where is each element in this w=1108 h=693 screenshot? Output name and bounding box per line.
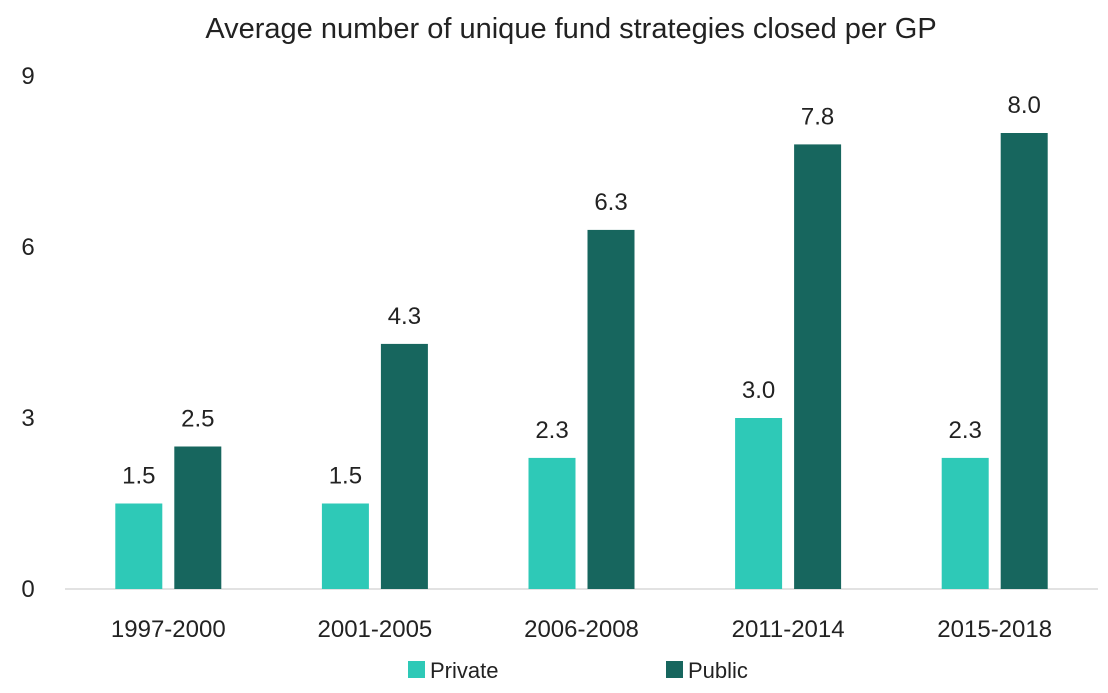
bar-private <box>115 503 163 589</box>
bar-private <box>735 418 783 589</box>
bars <box>115 133 1048 589</box>
data-labels: 1.5 2.5 1.5 4.3 2.3 6.3 3.0 7.8 2.3 8.0 <box>122 92 1041 490</box>
legend-label-public: Public <box>688 658 748 683</box>
legend-label-private: Private <box>430 658 498 683</box>
bar-private <box>528 457 576 589</box>
data-label-public: 4.3 <box>388 303 421 330</box>
data-label-private: 1.5 <box>329 463 362 490</box>
y-tick-label: 3 <box>21 405 34 432</box>
bar-public <box>174 446 222 589</box>
x-tick-label: 2001-2005 <box>318 616 433 643</box>
x-tick-label: 2015-2018 <box>937 616 1052 643</box>
y-tick-label: 0 <box>21 576 34 603</box>
x-axis-labels: 1997-2000 2001-2005 2006-2008 2011-2014 2015… <box>111 616 1052 643</box>
data-label-private: 1.5 <box>122 463 155 490</box>
legend-swatch-private <box>408 661 425 678</box>
data-label-public: 8.0 <box>1008 92 1041 119</box>
data-label-public: 2.5 <box>181 406 214 433</box>
bar-public <box>380 343 428 589</box>
y-tick-label: 6 <box>21 234 34 261</box>
bar-public <box>794 144 842 589</box>
x-tick-label: 1997-2000 <box>111 616 226 643</box>
y-tick-label: 9 <box>21 63 34 90</box>
data-label-public: 6.3 <box>594 189 627 216</box>
data-label-public: 7.8 <box>801 103 834 130</box>
x-tick-label: 2006-2008 <box>524 616 639 643</box>
x-tick-label: 2011-2014 <box>732 616 845 643</box>
data-label-private: 3.0 <box>742 377 775 404</box>
bar-public <box>587 229 635 589</box>
chart-title: Average number of unique fund strategies… <box>205 13 936 45</box>
legend: Private Public <box>408 658 748 683</box>
data-label-private: 2.3 <box>949 417 982 444</box>
y-axis-ticks: 0 3 6 9 <box>21 63 34 603</box>
bar-private <box>941 457 989 589</box>
data-label-private: 2.3 <box>535 417 568 444</box>
bar-public <box>1000 133 1048 589</box>
legend-swatch-public <box>666 661 683 678</box>
bar-private <box>321 503 369 589</box>
